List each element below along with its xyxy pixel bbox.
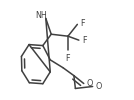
Text: F: F xyxy=(65,54,69,63)
Text: F: F xyxy=(80,19,85,28)
Text: NH: NH xyxy=(35,11,47,20)
Text: F: F xyxy=(82,36,86,45)
Text: O: O xyxy=(96,82,102,91)
Text: O: O xyxy=(87,79,93,88)
